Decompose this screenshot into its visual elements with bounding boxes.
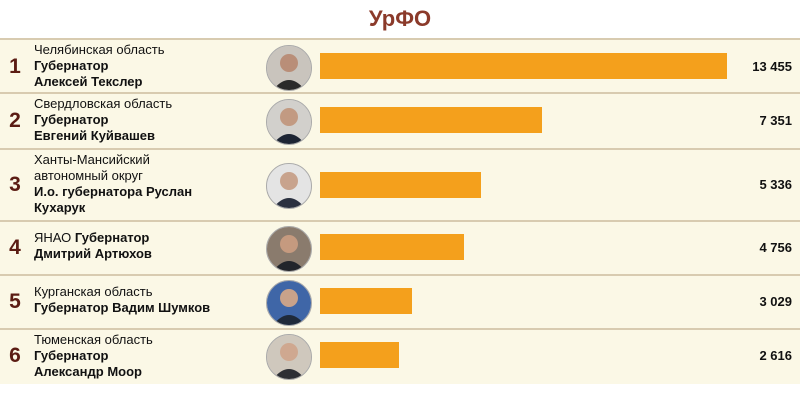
row-label: Тюменская область Губернатор Александр М… bbox=[34, 332, 254, 380]
rank-number: 1 bbox=[9, 55, 21, 78]
row-label: Ханты-Мансийский автономный округ И.о. г… bbox=[34, 152, 254, 216]
value-label: 2 616 bbox=[759, 348, 792, 363]
value-label: 4 756 bbox=[759, 240, 792, 255]
person-name: Александр Моор bbox=[34, 364, 142, 379]
row-label: Челябинская область Губернатор Алексей Т… bbox=[34, 42, 254, 90]
region-name: Свердловская область bbox=[34, 96, 173, 111]
position-title: Губернатор bbox=[34, 348, 109, 363]
person-name: Кухарук bbox=[34, 200, 86, 215]
region-name: Тюменская область bbox=[34, 332, 153, 347]
person-name: Евгений Куйвашев bbox=[34, 128, 156, 143]
position-title: Губернатор Вадим Шумков bbox=[34, 300, 211, 315]
position-title: Губернатор bbox=[34, 58, 109, 73]
ranking-list: 1 Челябинская область Губернатор Алексей… bbox=[0, 38, 800, 384]
region-name: Ханты-Мансийский автономный округ bbox=[34, 152, 150, 183]
row-label: ЯНАО Губернатор Дмитрий Артюхов bbox=[34, 230, 254, 262]
value-label: 5 336 bbox=[759, 177, 792, 192]
value-label: 3 029 bbox=[759, 294, 792, 309]
row-label: Курганская область Губернатор Вадим Шумк… bbox=[34, 284, 254, 316]
position-title: И.о. губернатора Руслан bbox=[34, 184, 193, 199]
rank-number: 2 bbox=[9, 109, 21, 132]
region-name: ЯНАО bbox=[34, 230, 72, 245]
person-name: Дмитрий Артюхов bbox=[34, 246, 152, 261]
position-title: Губернатор bbox=[74, 230, 150, 245]
bar bbox=[320, 342, 399, 368]
rank-number: 4 bbox=[9, 236, 21, 259]
person-avatar bbox=[266, 334, 312, 380]
person-name: Алексей Текслер bbox=[34, 74, 143, 89]
table-row: 3 Ханты-Мансийский автономный округ И.о.… bbox=[0, 150, 800, 222]
person-avatar bbox=[266, 163, 312, 209]
person-avatar bbox=[266, 226, 312, 272]
table-row: 1 Челябинская область Губернатор Алексей… bbox=[0, 38, 800, 94]
page-title: УрФО bbox=[368, 6, 432, 31]
table-row: 4 ЯНАО Губернатор Дмитрий Артюхов 4 756 bbox=[0, 222, 800, 276]
rank-number: 6 bbox=[9, 344, 21, 367]
bar bbox=[320, 107, 542, 133]
person-avatar bbox=[266, 99, 312, 145]
region-name: Курганская область bbox=[34, 284, 153, 299]
region-line: ЯНАО Губернатор bbox=[34, 230, 254, 246]
table-row: 2 Свердловская область Губернатор Евгени… bbox=[0, 94, 800, 150]
table-row: 5 Курганская область Губернатор Вадим Шу… bbox=[0, 276, 800, 330]
value-label: 7 351 bbox=[759, 113, 792, 128]
bar bbox=[320, 172, 481, 198]
row-label: Свердловская область Губернатор Евгений … bbox=[34, 96, 254, 144]
region-name: Челябинская область bbox=[34, 42, 165, 57]
rank-number: 3 bbox=[9, 173, 21, 196]
rank-number: 5 bbox=[9, 290, 21, 313]
person-avatar bbox=[266, 280, 312, 326]
bar bbox=[320, 234, 464, 260]
bar bbox=[320, 288, 412, 314]
table-row: 6 Тюменская область Губернатор Александр… bbox=[0, 330, 800, 384]
position-title: Губернатор bbox=[34, 112, 109, 127]
person-avatar bbox=[266, 45, 312, 91]
bar bbox=[320, 53, 727, 79]
value-label: 13 455 bbox=[752, 59, 792, 74]
